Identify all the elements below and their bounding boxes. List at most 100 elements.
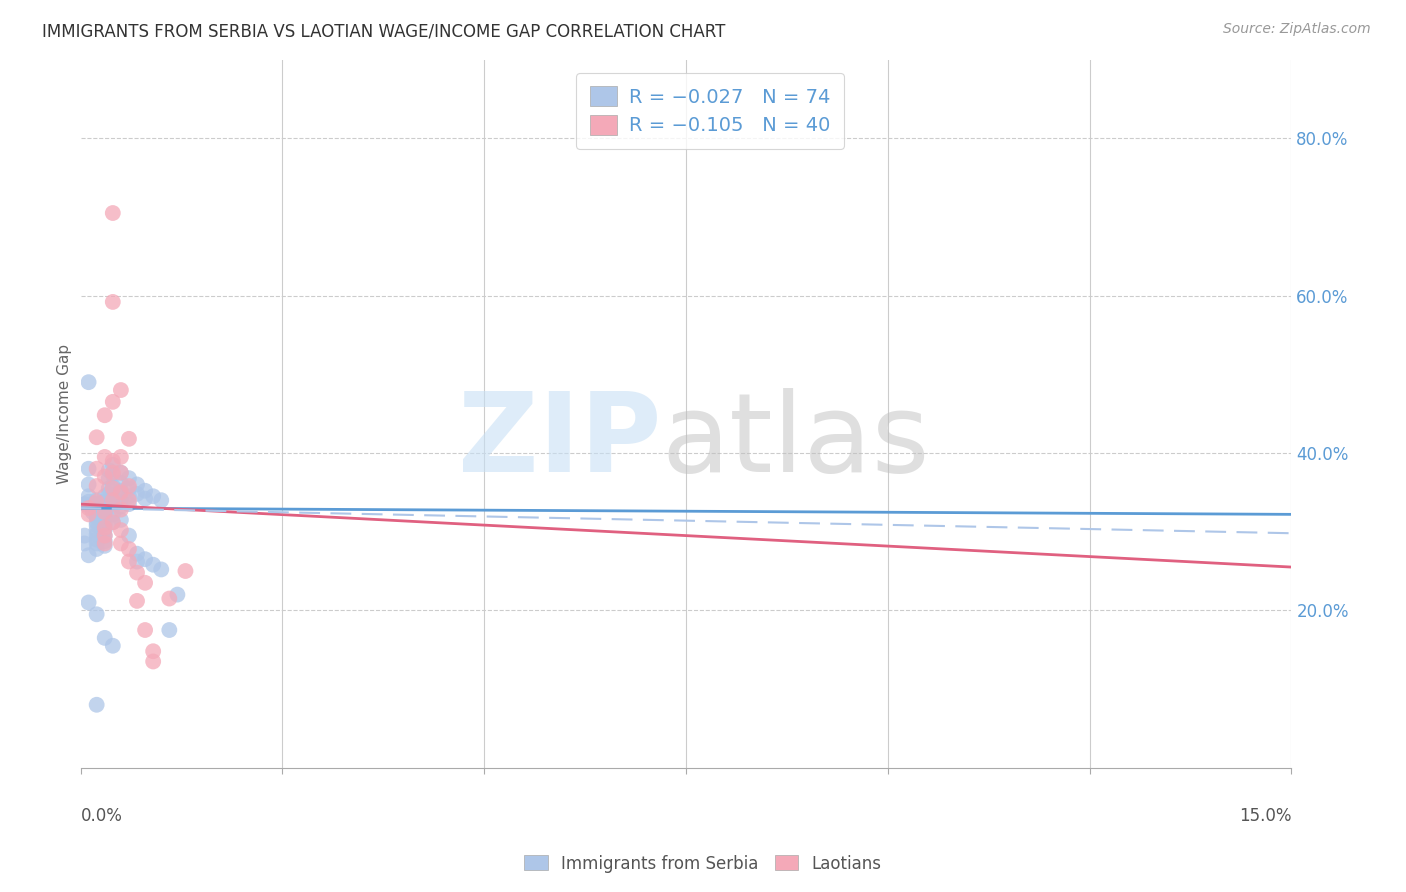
Point — [93, 489, 115, 503]
Point — [93, 450, 115, 464]
Point — [118, 482, 141, 496]
Point — [86, 698, 108, 712]
Point — [166, 588, 188, 602]
Point — [101, 508, 124, 522]
Point — [86, 502, 108, 516]
Point — [134, 491, 156, 506]
Point — [110, 513, 132, 527]
Point — [77, 495, 100, 509]
Point — [157, 591, 180, 606]
Point — [86, 461, 108, 475]
Legend: Immigrants from Serbia, Laotians: Immigrants from Serbia, Laotians — [517, 848, 889, 880]
Point — [93, 534, 115, 549]
Point — [93, 516, 115, 531]
Point — [110, 500, 132, 514]
Point — [86, 493, 108, 508]
Point — [93, 528, 115, 542]
Point — [77, 508, 100, 522]
Point — [174, 564, 197, 578]
Point — [110, 475, 132, 490]
Point — [93, 500, 115, 514]
Point — [118, 541, 141, 556]
Point — [73, 497, 96, 511]
Point — [82, 501, 104, 516]
Point — [125, 555, 148, 569]
Point — [101, 458, 124, 472]
Point — [93, 536, 115, 550]
Point — [101, 639, 124, 653]
Text: ZIP: ZIP — [458, 389, 662, 495]
Point — [157, 623, 180, 637]
Point — [142, 655, 165, 669]
Text: 0.0%: 0.0% — [80, 806, 122, 824]
Text: Source: ZipAtlas.com: Source: ZipAtlas.com — [1223, 22, 1371, 37]
Point — [93, 505, 115, 519]
Point — [101, 479, 124, 493]
Point — [142, 644, 165, 658]
Point — [101, 395, 124, 409]
Point — [125, 547, 148, 561]
Point — [110, 483, 132, 498]
Point — [93, 510, 115, 524]
Point — [93, 528, 115, 542]
Point — [93, 523, 115, 537]
Point — [101, 489, 124, 503]
Point — [86, 523, 108, 537]
Point — [93, 631, 115, 645]
Point — [101, 482, 124, 496]
Point — [118, 493, 141, 508]
Point — [125, 477, 148, 491]
Point — [77, 477, 100, 491]
Point — [142, 558, 165, 572]
Point — [93, 469, 115, 483]
Point — [73, 528, 96, 542]
Point — [97, 463, 120, 477]
Point — [150, 493, 173, 508]
Point — [101, 454, 124, 468]
Point — [86, 510, 108, 524]
Point — [97, 482, 120, 496]
Point — [93, 521, 115, 535]
Point — [86, 515, 108, 529]
Point — [77, 489, 100, 503]
Text: IMMIGRANTS FROM SERBIA VS LAOTIAN WAGE/INCOME GAP CORRELATION CHART: IMMIGRANTS FROM SERBIA VS LAOTIAN WAGE/I… — [42, 22, 725, 40]
Point — [86, 528, 108, 542]
Point — [101, 493, 124, 508]
Point — [101, 515, 124, 529]
Point — [101, 468, 124, 483]
Point — [101, 515, 124, 529]
Point — [134, 552, 156, 566]
Point — [110, 466, 132, 480]
Point — [110, 383, 132, 397]
Point — [134, 575, 156, 590]
Point — [86, 495, 108, 509]
Point — [86, 533, 108, 547]
Point — [97, 471, 120, 485]
Point — [150, 562, 173, 576]
Point — [110, 491, 132, 506]
Point — [86, 536, 108, 550]
Point — [110, 485, 132, 500]
Point — [93, 495, 115, 509]
Point — [101, 466, 124, 480]
Point — [93, 408, 115, 422]
Point — [110, 450, 132, 464]
Text: atlas: atlas — [662, 389, 931, 495]
Point — [118, 489, 141, 503]
Point — [82, 505, 104, 519]
Point — [86, 430, 108, 444]
Point — [86, 479, 108, 493]
Point — [142, 489, 165, 503]
Point — [97, 487, 120, 501]
Point — [125, 487, 148, 501]
Point — [110, 523, 132, 537]
Point — [101, 500, 124, 514]
Point — [77, 375, 100, 389]
Point — [118, 497, 141, 511]
Point — [73, 536, 96, 550]
Point — [125, 566, 148, 580]
Point — [77, 595, 100, 609]
Point — [86, 518, 108, 533]
Point — [125, 594, 148, 608]
Point — [134, 483, 156, 498]
